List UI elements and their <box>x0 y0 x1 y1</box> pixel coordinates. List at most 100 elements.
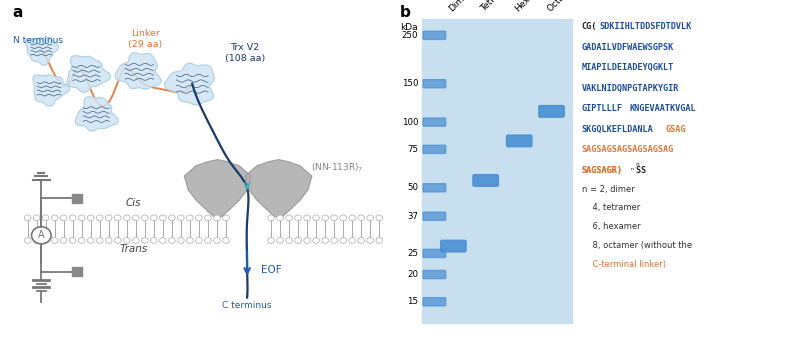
Polygon shape <box>26 37 58 65</box>
FancyBboxPatch shape <box>71 267 82 276</box>
Text: Trans: Trans <box>119 244 147 254</box>
Text: 15: 15 <box>407 297 418 306</box>
FancyBboxPatch shape <box>423 212 446 220</box>
Circle shape <box>31 227 51 244</box>
Polygon shape <box>184 160 251 216</box>
Text: KNGEVAATKVGAL: KNGEVAATKVGAL <box>630 104 696 113</box>
Circle shape <box>304 237 310 244</box>
Circle shape <box>214 237 220 244</box>
Text: SAGSAGR): SAGSAGR) <box>582 166 623 175</box>
Text: (NN-113R)$_7$: (NN-113R)$_7$ <box>310 161 363 174</box>
FancyBboxPatch shape <box>441 240 466 252</box>
Circle shape <box>106 237 112 244</box>
FancyBboxPatch shape <box>423 118 446 126</box>
Text: 100: 100 <box>402 118 418 127</box>
Text: 75: 75 <box>407 145 418 154</box>
Circle shape <box>322 215 329 221</box>
Text: S: S <box>641 166 646 175</box>
Text: Dimer: Dimer <box>447 0 473 13</box>
Circle shape <box>294 215 302 221</box>
Circle shape <box>123 215 130 221</box>
Circle shape <box>367 215 374 221</box>
Circle shape <box>358 215 365 221</box>
Text: 37: 37 <box>407 212 418 221</box>
FancyBboxPatch shape <box>423 80 446 88</box>
Polygon shape <box>33 75 70 106</box>
Circle shape <box>268 215 274 221</box>
Circle shape <box>133 237 139 244</box>
Text: SKGQLKEFLDANLA: SKGQLKEFLDANLA <box>582 125 654 134</box>
Circle shape <box>123 237 130 244</box>
Circle shape <box>186 215 194 221</box>
FancyBboxPatch shape <box>423 271 446 279</box>
Circle shape <box>60 215 67 221</box>
Text: A: A <box>38 230 45 240</box>
Circle shape <box>87 237 94 244</box>
Text: Hexamer: Hexamer <box>513 0 548 13</box>
Circle shape <box>268 237 274 244</box>
Text: EOF: EOF <box>261 265 282 275</box>
Circle shape <box>106 215 112 221</box>
Circle shape <box>313 215 319 221</box>
Circle shape <box>222 237 230 244</box>
Circle shape <box>178 215 184 221</box>
Circle shape <box>358 237 365 244</box>
Circle shape <box>142 215 148 221</box>
Text: SAGSAGSAGSAGSAGSAG: SAGSAGSAGSAGSAGSAG <box>582 145 674 154</box>
Text: GIPTLLLF: GIPTLLLF <box>582 104 623 113</box>
Circle shape <box>277 237 283 244</box>
Text: 4, tetramer: 4, tetramer <box>582 203 640 212</box>
Text: C terminus: C terminus <box>222 301 272 310</box>
Text: SAGSAGR): SAGSAGR) <box>582 166 623 175</box>
Circle shape <box>222 215 230 221</box>
Text: 6, hexamer: 6, hexamer <box>582 222 641 231</box>
Circle shape <box>186 237 194 244</box>
Circle shape <box>159 215 166 221</box>
Text: GSAG: GSAG <box>666 125 686 134</box>
Circle shape <box>340 237 346 244</box>
Circle shape <box>313 237 319 244</box>
Circle shape <box>96 215 103 221</box>
Polygon shape <box>115 53 161 89</box>
FancyBboxPatch shape <box>422 19 572 323</box>
Circle shape <box>51 237 58 244</box>
Polygon shape <box>245 160 312 216</box>
Text: VAKLNIDQNPGTAPKYGIR: VAKLNIDQNPGTAPKYGIR <box>582 84 679 93</box>
Circle shape <box>159 237 166 244</box>
Text: Cis: Cis <box>126 198 141 209</box>
FancyBboxPatch shape <box>473 175 498 186</box>
Text: Linker
(29 aa): Linker (29 aa) <box>128 29 162 49</box>
Circle shape <box>78 215 85 221</box>
Polygon shape <box>67 56 110 92</box>
Text: 50: 50 <box>407 183 418 192</box>
Text: S: S <box>636 166 641 175</box>
Circle shape <box>286 237 292 244</box>
FancyBboxPatch shape <box>423 184 446 192</box>
Circle shape <box>133 215 139 221</box>
Text: MIAPILDEIADEYQGKLT: MIAPILDEIADEYQGKLT <box>582 63 674 72</box>
Circle shape <box>70 215 76 221</box>
Text: a: a <box>12 5 22 20</box>
Circle shape <box>286 215 292 221</box>
Circle shape <box>367 237 374 244</box>
Circle shape <box>195 237 202 244</box>
FancyBboxPatch shape <box>423 145 446 154</box>
Text: n: n <box>636 162 639 167</box>
Text: N terminus: N terminus <box>13 36 62 45</box>
Circle shape <box>349 237 355 244</box>
Circle shape <box>340 215 346 221</box>
Text: CG(: CG( <box>582 22 598 31</box>
Circle shape <box>142 237 148 244</box>
Text: SDKIIHLTDDSFDTDVLK: SDKIIHLTDDSFDTDVLK <box>600 22 692 31</box>
Circle shape <box>24 215 31 221</box>
Circle shape <box>87 215 94 221</box>
FancyBboxPatch shape <box>539 106 564 117</box>
Circle shape <box>60 237 67 244</box>
Polygon shape <box>75 97 118 131</box>
Circle shape <box>294 237 302 244</box>
Text: Tetramer: Tetramer <box>479 0 514 13</box>
Circle shape <box>205 215 211 221</box>
Circle shape <box>42 215 49 221</box>
Circle shape <box>150 215 157 221</box>
Circle shape <box>195 215 202 221</box>
